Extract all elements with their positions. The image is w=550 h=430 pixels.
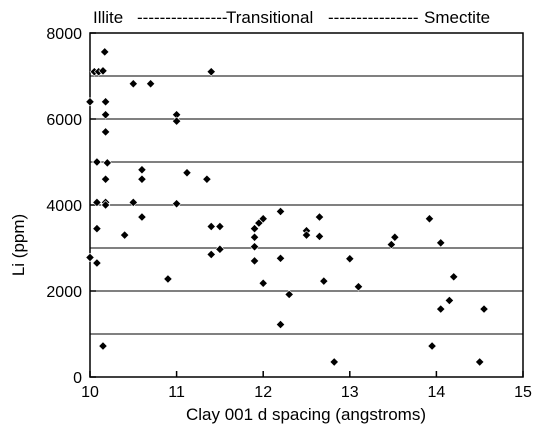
label-illite: Illite — [93, 8, 123, 27]
data-point — [206, 67, 216, 77]
data-point — [206, 249, 216, 260]
data-point — [390, 232, 400, 242]
data-point — [215, 221, 225, 232]
data-point — [128, 79, 138, 89]
y-tick-label: 4000 — [46, 198, 82, 215]
data-point — [137, 165, 147, 175]
label-smectite: Smectite — [424, 8, 490, 27]
x-tick-label: 11 — [168, 384, 185, 401]
data-point — [100, 200, 111, 210]
data-point — [258, 278, 268, 288]
data-point — [436, 238, 446, 248]
gridlines — [90, 75, 523, 335]
data-point — [249, 232, 260, 242]
data-point — [424, 214, 435, 224]
data-point — [345, 254, 355, 264]
data-point — [98, 341, 108, 351]
data-point — [137, 212, 147, 222]
y-axis-title: Li (ppm) — [9, 214, 28, 276]
data-point — [249, 242, 260, 252]
data-point — [314, 231, 325, 242]
data-point — [98, 66, 108, 76]
y-tick-label: 8000 — [46, 26, 82, 43]
data-point — [85, 252, 95, 263]
data-point — [275, 206, 286, 217]
data-point — [120, 230, 130, 240]
x-tick-label: 13 — [341, 384, 359, 401]
data-point — [171, 199, 182, 209]
data-point — [137, 174, 147, 184]
x-tick-label: 12 — [254, 384, 272, 401]
data-point — [128, 197, 138, 208]
data-point — [171, 116, 182, 126]
data-points — [85, 47, 489, 367]
data-point — [163, 274, 173, 284]
data-point — [427, 341, 437, 351]
data-point — [100, 97, 111, 107]
data-point — [319, 276, 329, 286]
data-point — [436, 304, 446, 314]
label-transitional: Transitional — [226, 8, 313, 27]
data-point — [100, 127, 111, 137]
data-point — [145, 79, 156, 89]
label-dashes-2: ---------------- — [328, 8, 419, 27]
data-point — [275, 319, 286, 330]
data-point — [100, 174, 111, 184]
data-point — [92, 224, 102, 234]
data-point — [85, 97, 95, 107]
data-point — [202, 174, 212, 184]
x-axis-title: Clay 001 d spacing (angstroms) — [186, 405, 426, 424]
y-tick-label: 6000 — [46, 112, 82, 129]
data-point — [102, 158, 112, 168]
axis-ticks: 10 11 12 13 14 15 0 2000 4000 6000 8000 — [46, 26, 532, 401]
data-point — [386, 239, 396, 250]
data-point — [329, 357, 339, 367]
data-point — [258, 214, 268, 224]
x-tick-label: 10 — [81, 384, 99, 401]
x-tick-label: 15 — [514, 384, 532, 401]
data-point — [444, 295, 455, 306]
data-point — [479, 304, 489, 314]
y-tick-label: 2000 — [46, 284, 82, 301]
data-point — [301, 230, 312, 240]
data-point — [182, 168, 192, 178]
data-point — [100, 110, 111, 120]
data-point — [284, 289, 294, 300]
x-tick-label: 14 — [428, 384, 446, 401]
data-point — [249, 256, 260, 266]
label-dashes-1: ---------------- — [137, 8, 228, 27]
data-point — [353, 282, 364, 292]
data-point — [100, 47, 110, 57]
data-point — [275, 253, 286, 263]
data-point — [215, 244, 225, 254]
data-point — [475, 357, 485, 367]
data-point — [92, 258, 102, 268]
data-point — [449, 272, 459, 282]
data-point — [92, 157, 102, 167]
data-point — [314, 212, 325, 222]
y-tick-label: 0 — [73, 370, 82, 387]
data-point — [206, 221, 216, 232]
data-point — [92, 197, 102, 208]
